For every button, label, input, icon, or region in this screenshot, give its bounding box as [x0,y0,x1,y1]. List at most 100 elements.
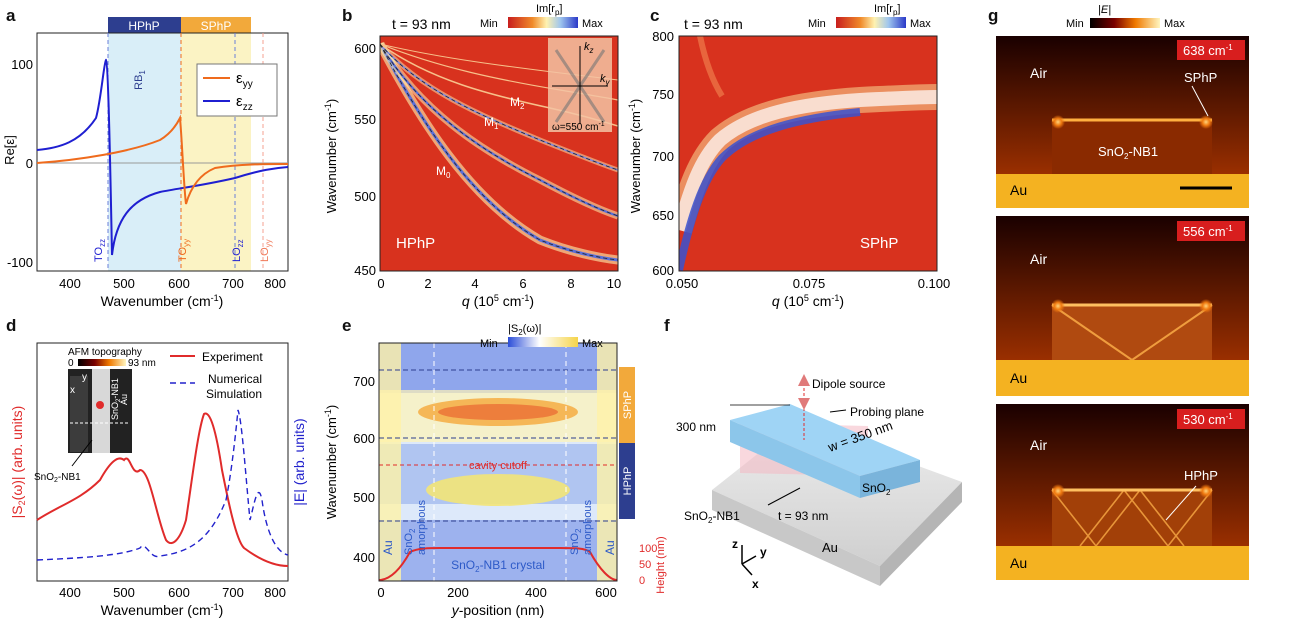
amorphous-left-sno2: SnO2 [403,528,417,555]
xtick-400: 400 [59,276,81,291]
ytick-750: 750 [652,87,674,102]
probing-label: Probing plane [850,405,924,419]
xtick-0100: 0.100 [918,276,951,291]
au-left-label: Au [381,540,395,555]
panel-f: Dipole source Probing plane 300 nm w = 3… [676,374,962,591]
amorphous-left-label: amorphous [416,499,428,555]
x-axis-label: y-position (nm) [451,602,545,618]
panel-b: kz ky ω=550 cm-1 M0 M1 M2 HPhP t = 93 nm… [323,3,621,309]
xtick-200: 200 [447,585,469,600]
y-axis-label: Wavenumber (cm-1) [627,99,643,213]
sphp-hotspot-core [438,404,558,420]
ytick-700: 700 [353,374,375,389]
probing-pointer [829,409,847,413]
corner-hotspot-left [1051,484,1065,498]
panel-e: SPhP HPhP cavity cutoff SnO2-NB1 crystal… [323,323,667,618]
to-yy-label: TOyy [177,239,191,262]
sphp-band-bar [619,367,635,443]
frequency-badge [1177,221,1245,241]
xtick-0: 0 [377,276,384,291]
region-label: SPhP [860,235,898,252]
xtick-0050: 0.050 [666,276,699,291]
panel-label-a: a [6,6,16,25]
experiment-curve [36,412,289,567]
axes-frame [378,342,618,582]
colorbar-min: Min [1066,18,1084,30]
axes-frame [379,35,619,272]
legend-box [196,63,278,117]
height-tick-100: 100 [639,543,657,555]
panel-label-b: b [342,6,353,25]
hphp-label: HPhP [1184,468,1218,483]
dipole-arrow-down [798,398,810,410]
x-axis-label: q (105 cm-1) [772,293,844,309]
lo-zz-label: LOzz [231,239,245,262]
panel-d: AFM topography 0 93 nm SnO2-NB1 Au y x S… [9,342,307,618]
panel-g: |E| Min Max 638 cm-1 Air Au SPhP SnO2-NB… [996,4,1249,580]
hphp-band-label: HPhP [622,467,634,496]
x-axis-label: q (105 cm-1) [462,293,534,309]
xtick-600: 600 [595,585,617,600]
sphp-band-core [679,90,937,232]
frequency-badge [1177,40,1245,60]
axis-y-label: y [760,545,767,559]
x-axis-label: Wavenumber (cm-1) [101,602,224,618]
corner-hotspot-right [1199,484,1213,498]
sample-label: SnO2-NB1 [684,509,740,525]
afm-scale-max: 93 nm [128,358,156,369]
height-label: 300 nm [676,420,716,434]
frequency-label: 556 cm-1 [1183,224,1233,239]
afm-scale-min: 0 [68,358,74,369]
thickness-label: t = 93 nm [778,509,828,523]
hphp-band-header [108,17,181,33]
ytick-650: 650 [652,208,674,223]
amorphous-right-label: amorphous [582,499,594,555]
height-tick-50: 50 [639,559,651,571]
panel-label-e: e [342,316,352,335]
au-region [996,360,1249,396]
ytick-600: 600 [652,263,674,278]
air-label: Air [1030,251,1047,267]
ytick-550: 550 [354,112,376,127]
y-axis-label: Re[ε] [2,135,17,165]
lo-yy-label: LOyy [259,239,273,262]
corner-hotspot-right [1199,115,1213,129]
panel-label-d: d [6,316,17,335]
height-profile [378,547,618,581]
frequency-badge [1177,409,1245,429]
legend-label-zz: εzz [236,93,253,113]
afm-au-label: Au [119,394,129,405]
hphp-band-label: HPhP [128,19,159,33]
frequency-label: 638 cm-1 [1183,43,1233,58]
hphp-pointer [1165,485,1197,521]
ytick-0: 0 [26,156,33,171]
axes-frame [36,342,289,582]
field-map-556: 556 cm-1 Air Au [996,216,1249,396]
frequency-label: 530 cm-1 [1183,412,1233,427]
field-map-530: 530 cm-1 Air Au HPhP [996,404,1249,580]
panel-a: HPhP SPhP RB1 εyy εzz TOzz TOyy LOzz LOy… [2,17,289,309]
colorbar-title: Im[rp] [536,3,562,17]
crystal-label: SnO2-NB1 crystal [451,558,545,574]
corner-hotspot-left [1051,299,1065,313]
au-substrate-side [880,482,962,586]
xtick-6: 6 [519,276,526,291]
colorbar-min: Min [480,18,498,30]
analytic-m2 [380,43,618,171]
xtick-10: 10 [607,276,621,291]
mode-label-m2: M2 [510,95,525,111]
simulation-curve [36,409,289,561]
corner-hotspot-right [1199,299,1213,313]
axis-z-label: z [732,537,738,551]
to-zz-label: TOzz [93,239,107,262]
colorbar-max: Max [582,338,603,350]
colorbar-max: Max [582,18,603,30]
colorbar [1090,18,1160,28]
panel-label-g: g [988,6,999,25]
xtick-0: 0 [377,585,384,600]
x-axis-label: Wavenumber (cm-1) [101,293,224,309]
ytick-100: 100 [11,57,33,72]
afm-pointer-label: SnO2-NB1 [34,472,81,484]
colorbar [508,17,578,28]
afm-sample-label: SnO2-NB1 [110,378,122,420]
